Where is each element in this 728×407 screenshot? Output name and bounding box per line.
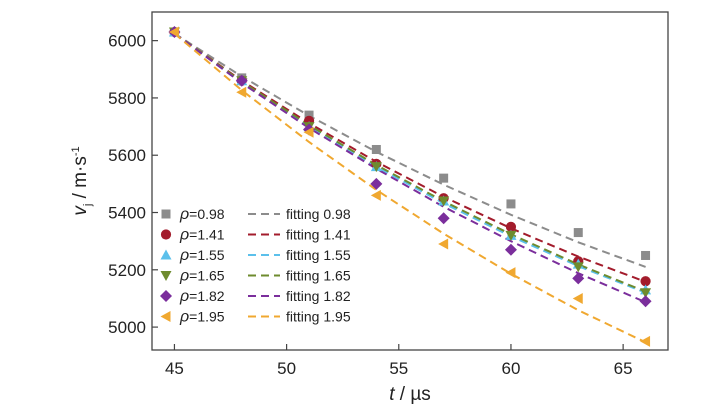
fit-line-fitting-1-41 [173,32,646,283]
data-point-rho-1-82 [370,177,383,190]
data-markers [168,26,652,347]
legend-marker-rho-1-95 [160,311,171,322]
y-axis-symbol: v [70,205,91,216]
data-point-rho-1-95 [505,267,516,279]
legend-label-fitting-1-95: fitting 1.95 [286,309,351,325]
data-point-rho-0-98 [641,250,651,260]
fit-lines [173,32,647,344]
plot-frame [151,11,669,351]
data-point-rho-1-95 [303,126,314,138]
data-point-rho-1-95 [572,292,583,304]
legend-marker-rho-1-82 [160,290,172,302]
y-tick-label: 6000 [108,32,146,51]
data-point-rho-1-95 [236,86,247,98]
y-axis-title: vj / m·s-1 [70,146,94,215]
data-point-rho-1-82 [437,212,450,225]
x-axis-ticks: 45 50 55 60 65 [165,344,633,378]
legend-label-rho-1-55: ρ=1.55 [179,247,225,264]
y-axis-unit: / m·s [70,156,91,204]
data-point-rho-1-41 [505,221,517,232]
x-axis-symbol: t [389,384,395,405]
legend-marker-rho-1-41 [160,229,172,240]
data-point-rho-1-65 [572,262,584,273]
data-point-rho-0-98 [439,173,449,183]
data-point-rho-1-95 [370,189,381,201]
data-point-rho-1-82 [504,243,517,256]
y-tick-label: 5600 [108,146,146,165]
x-axis-unit: / µs [394,384,430,405]
data-point-rho-0-98 [371,144,381,154]
data-point-rho-0-98 [573,228,583,238]
legend-label-fitting-0-98: fitting 0.98 [286,206,351,222]
legend-label-rho-0-98: ρ=0.98 [179,206,225,223]
data-point-rho-1-95 [168,26,179,38]
x-tick-label: 55 [389,359,408,378]
x-tick-label: 60 [501,359,520,378]
fit-line-fitting-1-65 [173,32,646,293]
data-point-rho-1-65 [438,196,450,207]
y-tick-label: 5800 [108,89,146,108]
data-point-rho-1-82 [572,272,585,285]
data-point-rho-1-65 [370,162,382,173]
y-axis-subscript: j [82,204,94,207]
fit-line-fitting-1-82 [173,32,646,304]
legend-marker-rho-0-98 [161,209,171,219]
y-tick-label: 5000 [108,318,146,337]
x-tick-label: 50 [277,359,296,378]
data-point-rho-0-98 [506,199,516,209]
legend-label-rho-1-41: ρ=1.41 [179,227,225,244]
legend-label-fitting-1-41: fitting 1.41 [286,227,351,243]
data-point-rho-1-95 [438,238,449,250]
legend-label-rho-1-65: ρ=1.65 [179,268,225,285]
legend-marker-rho-1-65 [160,271,172,281]
data-point-rho-1-41 [640,276,651,287]
data-point-rho-1-95 [640,335,651,347]
legend-marker-rho-1-55 [160,249,172,260]
data-point-rho-1-82 [639,295,652,308]
x-tick-label: 45 [165,359,184,378]
x-axis-title: t / µs [389,384,431,405]
legend-label-rho-1-82: ρ=1.82 [179,288,225,305]
y-tick-label: 5400 [108,204,146,223]
x-tick-label: 65 [614,359,633,378]
data-point-rho-1-65 [505,230,517,241]
legend-label-fitting-1-55: fitting 1.55 [286,247,351,263]
data-point-rho-0-98 [304,110,314,120]
fit-line-fitting-0-98 [173,32,646,268]
data-point-rho-1-82 [235,74,248,87]
legend: ρ=0.98 ρ=1.41 ρ=1.55 ρ=1.65 ρ=1.82 ρ=1.95 fitt… [160,206,351,326]
y-tick-label: 5200 [108,261,146,280]
y-axis-ticks: 5000 5200 5400 5600 5800 6000 [108,32,158,337]
legend-label-fitting-1-65: fitting 1.65 [286,268,351,284]
fit-line-fitting-1-55 [173,32,646,294]
legend-label-rho-1-95: ρ=1.95 [179,309,225,326]
legend-label-fitting-1-82: fitting 1.82 [286,288,351,304]
y-axis-superscript: -1 [70,146,82,156]
data-point-rho-1-65 [640,288,652,299]
